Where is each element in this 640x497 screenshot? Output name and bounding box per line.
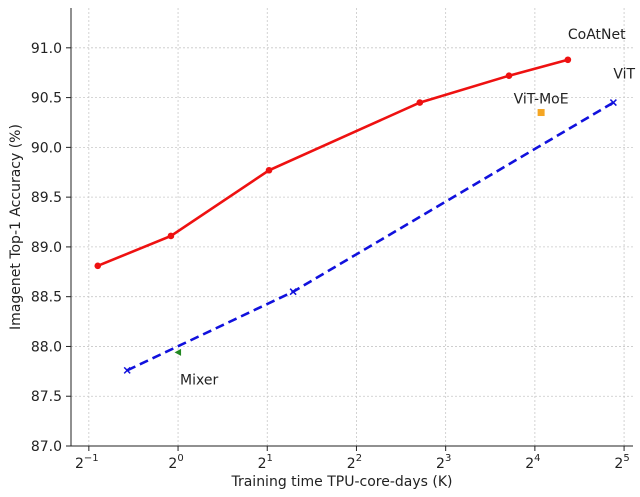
series-label-vit: ViT (613, 67, 635, 83)
y-tick-label: 90.0 (31, 140, 62, 156)
y-tick-label: 90.5 (31, 91, 62, 107)
data-point-coatnet (564, 56, 572, 64)
data-point-vit (609, 99, 617, 107)
grid-lines (71, 8, 633, 447)
y-tick-label: 89.0 (31, 240, 62, 256)
y-tick-label: 89.5 (31, 190, 62, 206)
x-tick-label: 24 (525, 453, 540, 472)
data-point-coatnet (265, 166, 273, 174)
x-tick-label: 22 (347, 453, 362, 472)
x-tick-label: 2−1 (75, 453, 99, 472)
series-label-vit-moe: ViT-MoE (514, 92, 569, 108)
series-labels: CoAtNet ViT ViT-MoE Mixer (180, 27, 635, 389)
y-tick-label: 88.5 (31, 290, 62, 306)
axes (70, 8, 633, 447)
x-tick-label: 21 (258, 453, 273, 472)
data-point-coatnet (416, 99, 424, 106)
x-tick-label: 23 (436, 453, 451, 472)
y-ticks: 87.0 87.5 88.0 88.5 89.0 89.5 90.0 90.5 91.0 (31, 41, 71, 455)
x-tick-label: 20 (168, 453, 183, 472)
series-label-mixer: Mixer (180, 372, 218, 388)
data-point-coatnet (505, 72, 513, 79)
series-layer (94, 56, 617, 374)
x-marker-stroke (609, 99, 617, 107)
x-marker-stroke (123, 366, 131, 374)
data-point-mixer (174, 348, 182, 356)
series-label-coatnet: CoAtNet (568, 27, 626, 43)
data-point-vit-moe (537, 109, 545, 117)
data-point-coatnet (167, 232, 175, 240)
series-line-coatnet (97, 58, 569, 268)
data-point-vit (289, 288, 297, 296)
x-marker-stroke (289, 288, 297, 296)
data-point-vit (123, 366, 131, 374)
x-axis-title: Training time TPU-core-days (K) (230, 474, 452, 490)
y-tick-label: 88.0 (31, 339, 62, 355)
y-tick-label: 87.0 (31, 439, 62, 455)
y-tick-label: 91.0 (31, 41, 62, 57)
x-ticks: 2−1 20 21 22 23 24 25 (75, 446, 630, 472)
data-point-coatnet (94, 262, 102, 270)
y-tick-label: 87.5 (31, 389, 62, 405)
y-axis-title: Imagenet Top-1 Accuracy (%) (8, 124, 24, 330)
series-line-vit (126, 101, 615, 372)
x-tick-label: 25 (614, 453, 629, 472)
